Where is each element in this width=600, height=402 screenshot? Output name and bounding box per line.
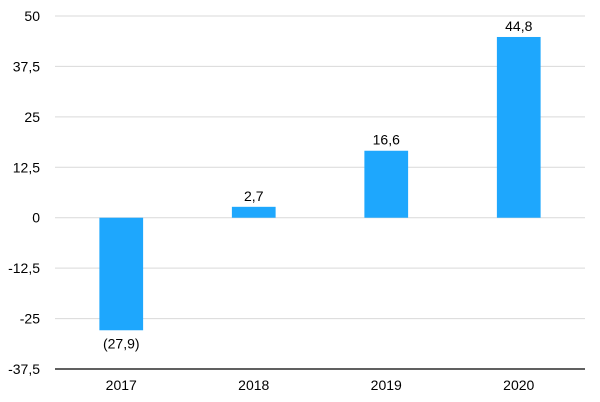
- x-tick-label-2019: 2019: [371, 377, 402, 393]
- y-axis-tick-labels: 50 37,5 25 12,5 0 -12,5 -25 -37,5: [8, 8, 40, 377]
- x-axis-tick-labels: 2017 2018 2019 2020: [106, 377, 535, 393]
- y-tick-label: 37,5: [13, 58, 40, 74]
- y-tick-label: -12,5: [8, 260, 40, 276]
- y-tick-label: 25: [24, 109, 40, 125]
- bar-2018: [231, 206, 276, 218]
- data-label-2017: (27,9): [103, 335, 140, 351]
- y-tick-label: -25: [20, 311, 40, 327]
- y-tick-label: 50: [24, 8, 40, 24]
- x-tick-label-2018: 2018: [238, 377, 269, 393]
- data-label-2018: 2,7: [244, 188, 264, 204]
- bars: [99, 36, 541, 331]
- data-label-2019: 16,6: [373, 132, 400, 148]
- data-label-2020: 44,8: [505, 18, 532, 34]
- bar-2020: [496, 36, 541, 218]
- bar-2019: [364, 150, 409, 218]
- y-tick-label: 0: [32, 210, 40, 226]
- y-tick-label: 12,5: [13, 159, 40, 175]
- bar-2017: [99, 217, 144, 331]
- data-labels: (27,9) 2,7 16,6 44,8: [103, 18, 533, 351]
- y-tick-label: -37,5: [8, 361, 40, 377]
- x-tick-label-2017: 2017: [106, 377, 137, 393]
- x-tick-label-2020: 2020: [503, 377, 534, 393]
- grid-lines: [55, 15, 585, 320]
